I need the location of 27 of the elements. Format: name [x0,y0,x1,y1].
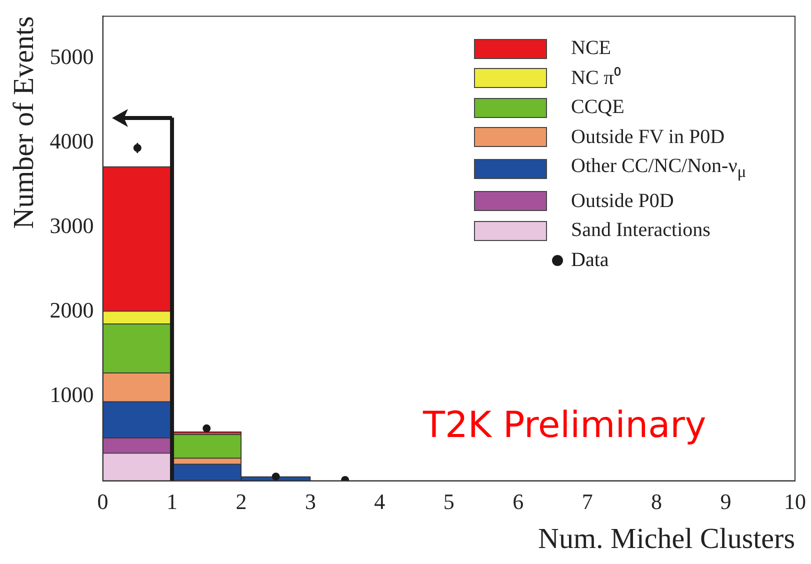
x-tick-label: 5 [443,488,454,514]
legend-label: NCE [571,36,611,61]
legend-label: Data [571,248,609,272]
y-tick-label: 1000 [50,382,94,408]
x-tick-label: 9 [720,488,732,514]
y-axis-title: Number of Events [8,16,40,229]
x-tick-label: 10 [784,488,806,514]
x-tick-label: 8 [651,488,662,514]
legend-label: Sand Interactions [571,218,710,243]
legend-label: Other CC/NC/Non-ν$_{μ}$ [571,154,746,183]
y-tick-label: 2000 [50,298,94,323]
x-tick-label: 0 [97,488,108,514]
legend-label: CCQE [571,95,624,120]
annotation: T2K Preliminary [423,404,706,446]
x-tick-label: 7 [582,488,593,514]
y-tick-label: 5000 [50,44,94,70]
x-tick-label: 1 [166,488,178,514]
x-axis-title: Num. Michel Clusters [538,523,795,556]
legend-label: Outside FV in P0D [571,124,725,150]
y-tick-label: 4000 [50,128,94,154]
legend-label: NC π⁰ [571,66,621,90]
y-tick-label: 3000 [50,213,94,238]
x-tick-label: 3 [304,488,316,514]
x-tick-label: 2 [236,488,247,514]
x-tick-label: 6 [512,488,524,514]
x-tick-label: 4 [374,488,386,514]
legend-label: Outside P0D [571,188,674,214]
